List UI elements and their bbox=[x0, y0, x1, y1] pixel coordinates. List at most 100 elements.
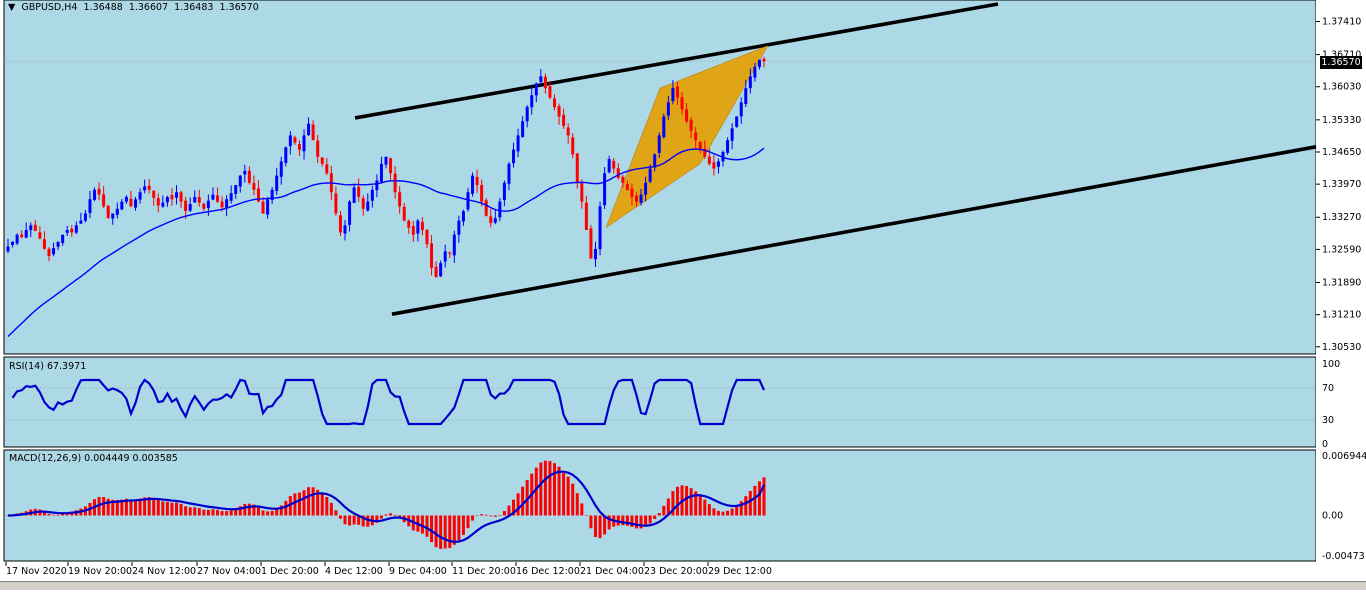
candle-body bbox=[452, 234, 456, 256]
macd-histogram-bar bbox=[261, 510, 265, 516]
candle-body bbox=[179, 192, 183, 202]
candle-body bbox=[6, 246, 10, 252]
candle-body bbox=[630, 188, 634, 197]
macd-histogram-bar bbox=[361, 515, 365, 527]
candle-body bbox=[316, 140, 320, 157]
candle-body bbox=[603, 173, 607, 206]
candle-body bbox=[748, 76, 752, 89]
macd-histogram-bar bbox=[698, 495, 702, 516]
candle-body bbox=[666, 102, 670, 116]
candle-body bbox=[366, 201, 370, 211]
macd-histogram-bar bbox=[762, 477, 766, 516]
candle-body bbox=[434, 266, 438, 278]
candle-body bbox=[566, 127, 570, 136]
candle-body bbox=[288, 135, 292, 147]
macd-histogram-bar bbox=[348, 515, 352, 526]
price-tick-label: 1.32590 bbox=[1322, 244, 1361, 255]
candle-body bbox=[502, 182, 506, 200]
rsi-tick-label: 100 bbox=[1322, 359, 1340, 370]
macd-histogram-bar bbox=[484, 514, 488, 516]
candle-body bbox=[275, 175, 279, 192]
candle-body bbox=[325, 164, 329, 174]
macd-histogram-bar bbox=[6, 515, 10, 516]
price-tick-label: 1.31210 bbox=[1322, 310, 1361, 321]
macd-histogram-bar bbox=[307, 487, 311, 516]
candle-body bbox=[694, 132, 698, 141]
macd-histogram-bar bbox=[430, 515, 434, 543]
candle-body bbox=[175, 192, 179, 198]
candle-body bbox=[757, 59, 761, 68]
candle-body bbox=[430, 243, 434, 268]
candle-body bbox=[65, 230, 69, 233]
macd-histogram-bar bbox=[247, 503, 251, 516]
price-tick-label: 1.33270 bbox=[1322, 212, 1361, 223]
macd-panel[interactable] bbox=[3, 449, 1317, 562]
candle-body bbox=[525, 107, 529, 122]
macd-histogram-bar bbox=[557, 466, 561, 516]
macd-histogram-bar bbox=[744, 496, 748, 516]
macd-histogram-bar bbox=[320, 493, 324, 516]
collapse-triangle-icon[interactable]: ▼ bbox=[8, 2, 16, 13]
macd-histogram-bar bbox=[630, 515, 634, 527]
candle-body bbox=[712, 162, 716, 169]
candle-body bbox=[498, 201, 502, 218]
macd-histogram-bar bbox=[329, 502, 333, 516]
candle-body bbox=[648, 168, 652, 182]
macd-histogram-bar bbox=[434, 515, 438, 548]
candle-body bbox=[375, 180, 379, 191]
candle-body bbox=[188, 204, 192, 211]
macd-histogram-bar bbox=[266, 511, 270, 516]
candle-body bbox=[402, 206, 406, 221]
candle-body bbox=[443, 251, 447, 262]
moving-average-line bbox=[7, 147, 765, 337]
candle-body bbox=[689, 119, 693, 131]
candle-body bbox=[416, 220, 420, 234]
macd-histogram-bar bbox=[393, 514, 397, 516]
macd-histogram-bar bbox=[675, 486, 679, 516]
macd-histogram-bar bbox=[288, 496, 292, 516]
macd-tick-label: 0.006944 bbox=[1322, 451, 1366, 462]
macd-histogram-bar bbox=[689, 488, 693, 516]
candle-body bbox=[607, 159, 611, 173]
candle-body bbox=[93, 189, 97, 200]
macd-histogram-bar bbox=[284, 500, 288, 516]
time-tick-label: 11 Dec 20:00 bbox=[452, 566, 516, 577]
macd-histogram-bar bbox=[735, 505, 739, 516]
macd-histogram-bar bbox=[338, 515, 342, 519]
macd-histogram-bar bbox=[61, 513, 65, 516]
macd-histogram-bar bbox=[179, 503, 183, 516]
macd-histogram-bar bbox=[671, 491, 675, 516]
candle-body bbox=[744, 88, 748, 104]
candle-body bbox=[270, 189, 274, 200]
time-tick-label: 24 Nov 12:00 bbox=[132, 566, 196, 577]
macd-histogram-bar bbox=[452, 515, 456, 545]
macd-histogram-bar bbox=[471, 515, 475, 521]
candle-body bbox=[134, 199, 138, 208]
macd-histogram-bar bbox=[256, 506, 260, 516]
macd-histogram-bar bbox=[56, 514, 60, 516]
candle-body bbox=[407, 220, 411, 228]
candle-body bbox=[266, 199, 270, 215]
rsi-panel[interactable] bbox=[3, 356, 1317, 448]
candle-body bbox=[457, 220, 461, 235]
candle-body bbox=[79, 220, 83, 224]
macd-histogram-bar bbox=[102, 497, 106, 516]
macd-histogram-bar bbox=[512, 499, 516, 516]
macd-histogram-bar bbox=[498, 514, 502, 516]
time-tick-label: 21 Dec 04:00 bbox=[580, 566, 644, 577]
candle-body bbox=[439, 263, 443, 277]
macd-histogram-bar bbox=[634, 515, 638, 529]
candle-body bbox=[120, 201, 124, 210]
time-axis bbox=[0, 562, 1366, 581]
macd-histogram-bar bbox=[225, 511, 229, 516]
rising-wedge-pattern bbox=[605, 45, 769, 229]
macd-histogram-bar bbox=[730, 508, 734, 516]
macd-histogram-bar bbox=[375, 515, 379, 523]
candle-body bbox=[33, 224, 37, 231]
time-tick-label: 17 Nov 2020 bbox=[6, 566, 67, 577]
candle-body bbox=[161, 202, 165, 207]
time-tick-label: 4 Dec 12:00 bbox=[325, 566, 383, 577]
candle-body bbox=[461, 211, 465, 222]
